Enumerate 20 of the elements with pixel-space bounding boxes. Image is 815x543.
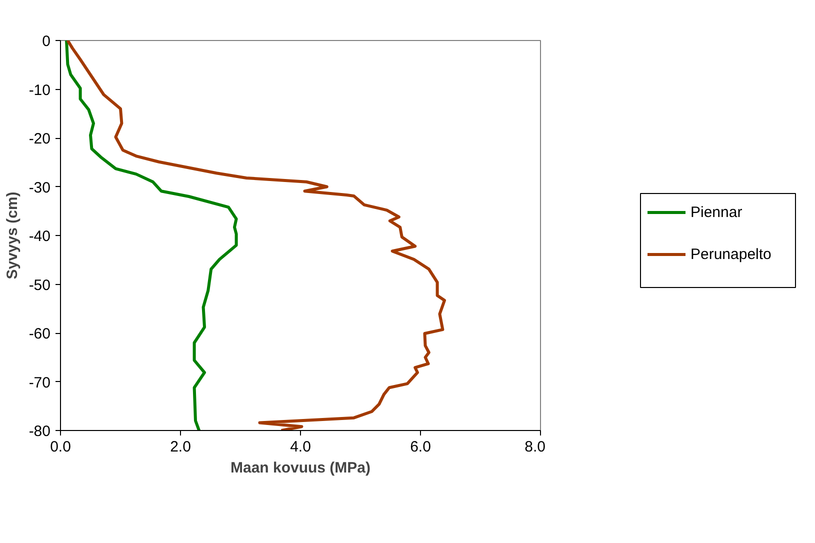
y-tick-label: -80 xyxy=(28,423,51,440)
y-tick-label: -60 xyxy=(28,326,51,342)
y-tick-label: -30 xyxy=(28,179,51,196)
y-tick-label: -40 xyxy=(28,228,51,245)
x-tick-label: 6.0 xyxy=(410,438,431,456)
legend-label: Perunapelto xyxy=(690,246,772,263)
x-tick-label: 0.0 xyxy=(50,438,71,456)
line-series xyxy=(65,40,238,430)
line-series xyxy=(66,40,446,430)
x-tick-label: 4.0 xyxy=(290,438,311,456)
legend-label: Piennar xyxy=(690,204,742,221)
y-tick-label: -20 xyxy=(28,130,51,148)
y-tick-label: -50 xyxy=(28,276,51,294)
x-tick-label: 2.0 xyxy=(170,438,191,456)
x-tick-label: 8.0 xyxy=(524,438,546,456)
y-tick-label: 0 xyxy=(42,33,50,50)
y-tick-label: -70 xyxy=(28,374,51,392)
y-axis-title: Syvyys (cm) xyxy=(4,192,21,280)
y-tick-label: -10 xyxy=(28,82,51,99)
x-axis-title: Maan kovuus (MPa) xyxy=(230,460,371,476)
